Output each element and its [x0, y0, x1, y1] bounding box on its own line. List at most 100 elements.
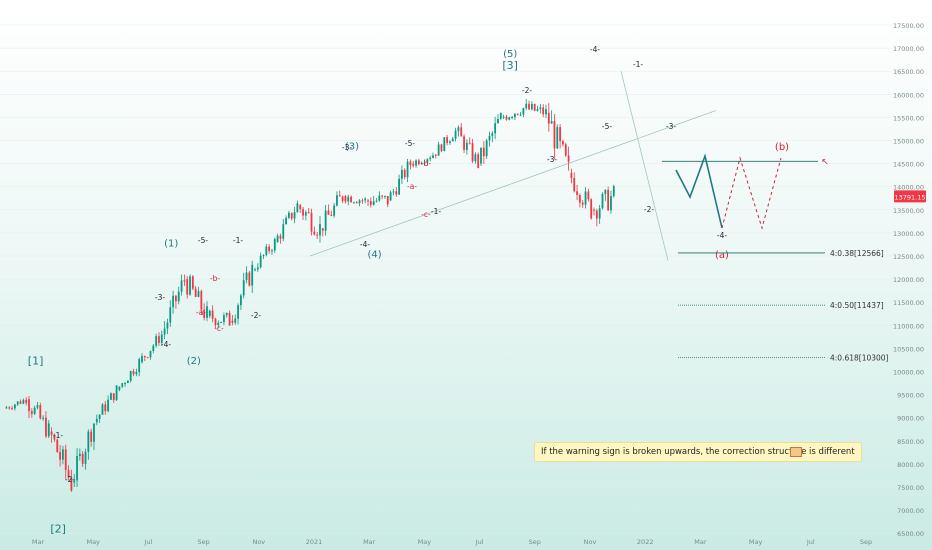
warning-mark-icon: ↖	[821, 157, 829, 167]
candle-body	[434, 154, 437, 156]
candle-body	[225, 312, 228, 316]
time-tick-label: Jul	[143, 538, 152, 546]
candle-body	[45, 417, 47, 437]
price-tick-label: 13000.00	[893, 230, 924, 238]
time-tick-label: Sep	[860, 538, 872, 546]
candle-body	[146, 357, 149, 359]
candle-body	[610, 196, 612, 211]
candle-body	[587, 191, 590, 200]
wave-label-minor: -2-	[522, 86, 532, 95]
candle-body	[259, 255, 262, 268]
candle-body	[25, 399, 28, 403]
candle-body	[327, 210, 330, 215]
candle-body	[112, 393, 115, 401]
candle-body	[576, 191, 578, 195]
candle-body	[392, 191, 395, 193]
candle-body	[417, 160, 420, 165]
candle-body	[118, 386, 121, 390]
candle-body	[533, 103, 536, 111]
time-tick-label: Nov	[584, 538, 597, 546]
candle-body	[499, 112, 502, 119]
note-icon	[790, 447, 802, 457]
candle-body	[477, 154, 480, 169]
candle-body	[169, 307, 172, 323]
candle-body	[290, 212, 293, 219]
candle-body	[336, 195, 338, 206]
candle-body	[251, 264, 254, 286]
candle-body	[149, 350, 152, 358]
candle-body	[562, 141, 564, 145]
candle-body	[403, 169, 406, 178]
candle-body	[206, 306, 208, 318]
candle-body	[208, 310, 211, 317]
candle-body	[50, 431, 53, 435]
time-tick-label: May	[749, 538, 763, 546]
candle-body	[423, 162, 426, 164]
candle-body	[76, 456, 78, 481]
candle-body	[16, 401, 19, 405]
candle-body	[426, 159, 429, 163]
wave-label-minor: -3-	[666, 122, 676, 131]
candle-body	[519, 114, 522, 116]
candle-body	[364, 198, 367, 201]
candle-body	[612, 186, 615, 197]
candle-body	[282, 224, 285, 239]
candle-body	[598, 208, 601, 219]
price-tick-label: 13500.00	[893, 207, 924, 215]
candle-body	[268, 246, 271, 252]
candle-body	[42, 417, 45, 419]
candle-body	[367, 200, 369, 202]
candle-body	[73, 480, 76, 483]
candle-body	[324, 210, 327, 231]
candle-body	[556, 127, 559, 149]
candle-body	[33, 407, 36, 414]
candle-body	[172, 295, 174, 308]
candle-body	[180, 280, 183, 292]
candle-body	[293, 212, 296, 219]
wave-label-main: [1]	[28, 355, 44, 368]
wave-label-intermediate: (1)	[164, 238, 178, 249]
wave-label-abc-sub: -c-	[214, 324, 224, 333]
candle-body	[129, 371, 132, 381]
candle-body	[539, 107, 542, 110]
candle-body	[415, 160, 417, 166]
wave-label-main: [3]	[502, 59, 518, 72]
price-tick-label: 7000.00	[897, 507, 924, 515]
candle-body	[440, 144, 443, 152]
candle-body	[143, 355, 146, 358]
price-tick-label: 17000.00	[893, 45, 924, 53]
time-tick-label: Nov	[252, 538, 265, 546]
trend-line	[309, 110, 717, 257]
price-tick-label: 17500.00	[893, 22, 924, 30]
candle-body	[265, 246, 268, 255]
candle-body	[296, 203, 299, 213]
candle-body	[56, 439, 59, 453]
candle-body	[132, 371, 135, 375]
candle-body	[604, 189, 607, 195]
candle-body	[460, 127, 463, 137]
candle-body	[217, 322, 220, 326]
candle-body	[522, 108, 525, 115]
candle-body	[166, 322, 169, 329]
candle-body	[559, 127, 562, 142]
candle-body	[429, 158, 432, 160]
candle-body	[488, 135, 491, 141]
candle-body	[508, 117, 511, 120]
candle-body	[361, 200, 364, 202]
price-tick-label: 7500.00	[897, 484, 924, 492]
candle-body	[338, 195, 341, 197]
wave-label-minor: -5-	[405, 139, 415, 148]
candle-body	[567, 155, 570, 162]
wave-label-minor: -4-	[590, 45, 600, 54]
candle-body	[449, 141, 451, 144]
wave-label-abc-sub: -b-	[421, 159, 431, 168]
candle-body	[22, 399, 25, 404]
wave-label-minor: -3-	[547, 155, 557, 164]
time-tick-label: Sep	[197, 538, 209, 546]
wave-label-minor: -1-	[633, 60, 643, 69]
wave-label-minor: -1-	[53, 431, 63, 440]
candle-body	[93, 423, 95, 442]
candle-body	[420, 162, 423, 165]
